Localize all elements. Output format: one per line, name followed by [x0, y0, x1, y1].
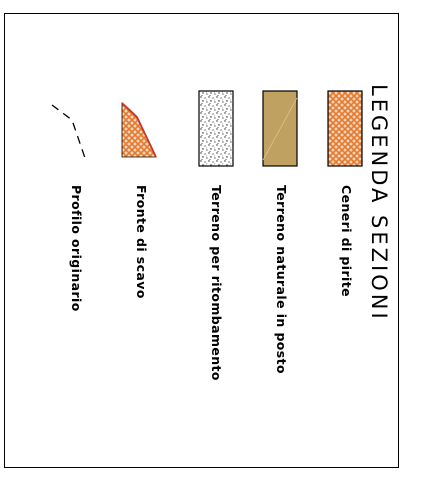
legend-title: LEGENDA SEZIONI: [367, 84, 391, 322]
legend-frame: [4, 13, 399, 468]
label-ceneri-di-pirite: Ceneri di pirite: [339, 185, 354, 297]
swatch-profilo-originario: [51, 104, 86, 159]
label-terreno-naturale: Terreno naturale in posto: [274, 185, 289, 374]
label-profilo-originario: Profilo originario: [69, 185, 84, 312]
swatch-terreno-ritombamento: [198, 90, 234, 167]
swatch-ceneri-di-pirite: [327, 90, 363, 167]
swatch-terreno-naturale: [262, 90, 298, 167]
label-fronte-di-scavo: Fronte di scavo: [134, 185, 149, 299]
label-terreno-ritombamento: Terreno per ritombamento: [209, 185, 224, 381]
swatch-fronte-di-scavo: [121, 102, 157, 158]
